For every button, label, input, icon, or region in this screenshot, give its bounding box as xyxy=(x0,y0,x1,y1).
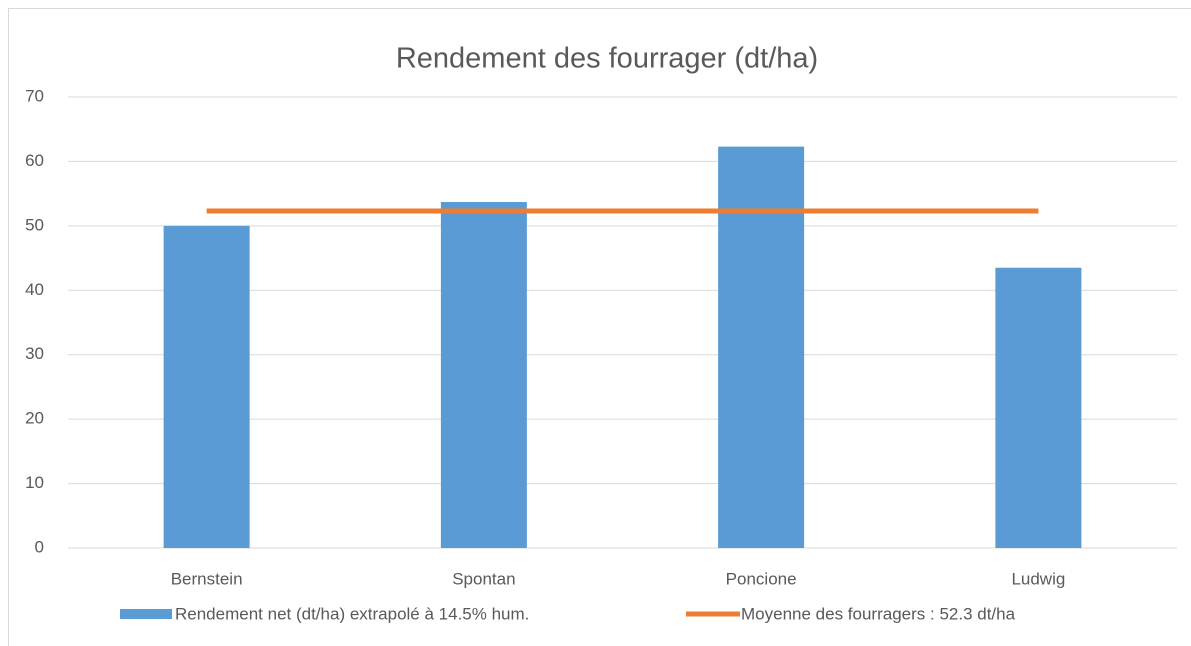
y-tick-label: 40 xyxy=(25,280,44,299)
chart-title: Rendement des fourrager (dt/ha) xyxy=(396,43,818,75)
y-tick-label: 70 xyxy=(25,86,44,105)
legend-label: Moyenne des fourragers : 52.3 dt/ha xyxy=(741,604,1016,623)
y-tick-label: 10 xyxy=(25,473,44,492)
y-tick-label: 20 xyxy=(25,409,44,428)
y-tick-label: 30 xyxy=(25,344,44,363)
bar xyxy=(718,146,805,549)
x-tick-label: Poncione xyxy=(726,569,797,588)
legend-label: Rendement net (dt/ha) extrapolé à 14.5% … xyxy=(175,604,529,623)
y-tick-label: 0 xyxy=(35,537,44,556)
x-tick-label: Bernstein xyxy=(171,569,243,588)
legend-swatch xyxy=(120,609,172,619)
bar xyxy=(163,225,250,548)
x-tick-label: Spontan xyxy=(452,569,515,588)
chart-border xyxy=(8,8,1191,646)
bar xyxy=(995,267,1082,548)
x-tick-label: Ludwig xyxy=(1011,569,1065,588)
y-tick-label: 50 xyxy=(25,215,44,234)
y-tick-label: 60 xyxy=(25,151,44,170)
bar xyxy=(440,202,527,549)
